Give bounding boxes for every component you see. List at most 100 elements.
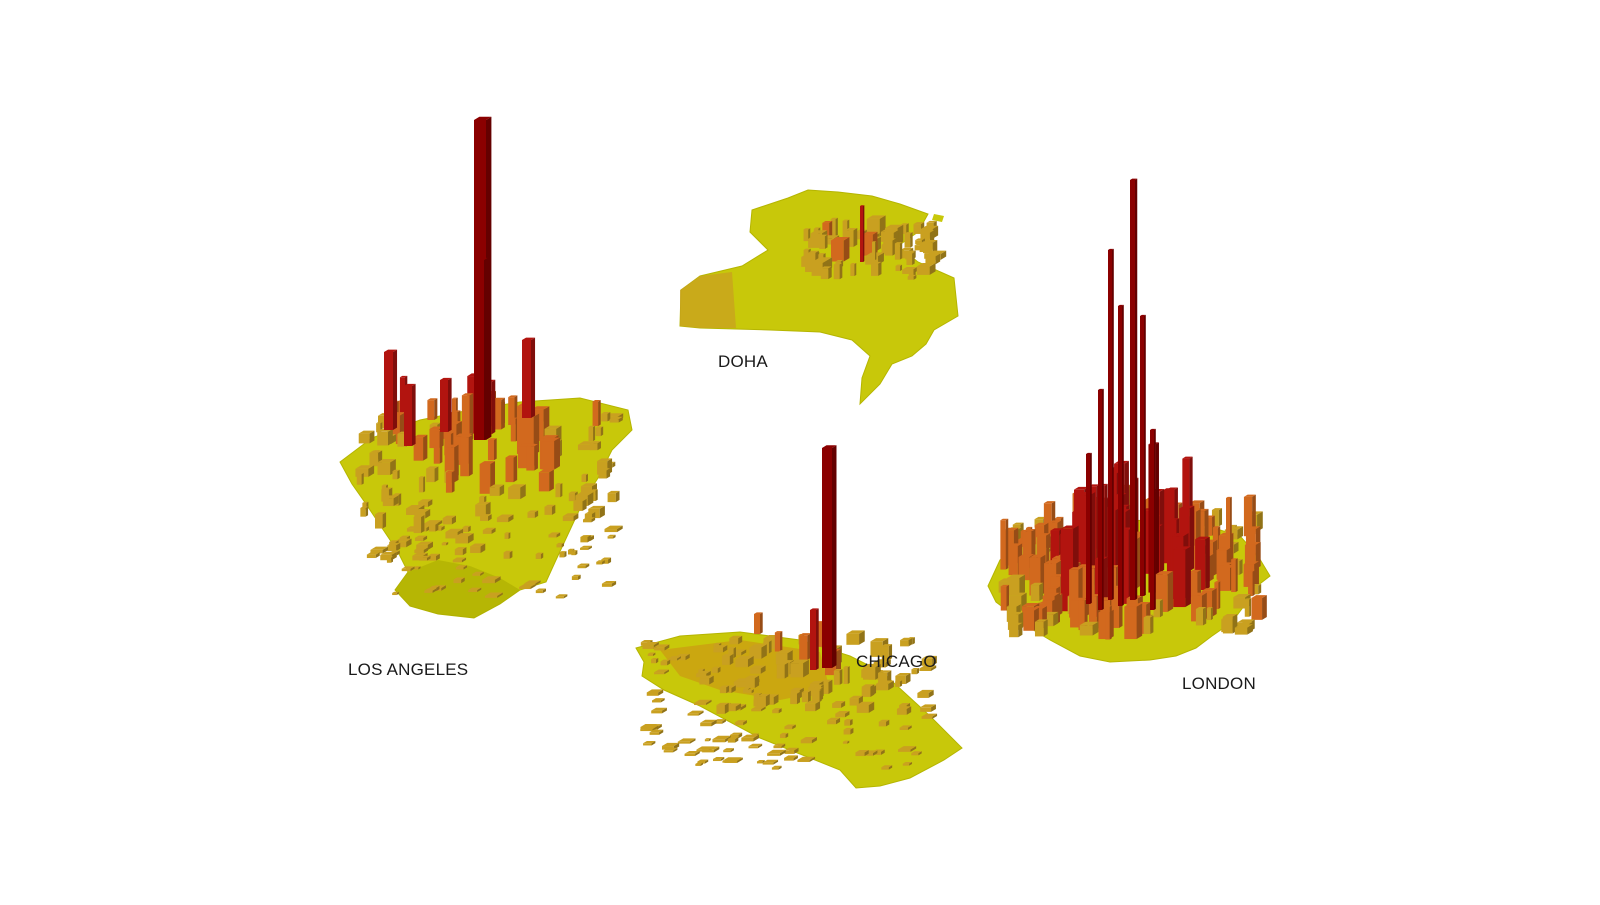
chicago-bar — [712, 756, 725, 762]
la-bar — [604, 525, 623, 533]
la-bar — [522, 337, 536, 418]
chicago-bar — [810, 608, 819, 670]
chicago-bar — [899, 725, 912, 730]
la-bar — [427, 398, 438, 421]
la-bar — [571, 574, 581, 581]
chicago-bar — [827, 717, 841, 725]
la-bar — [453, 577, 465, 584]
chicago-bar — [762, 759, 779, 765]
la-bar — [555, 594, 568, 599]
london-bar — [1118, 304, 1124, 606]
chicago-bar — [676, 653, 690, 661]
chicago-bar — [767, 749, 786, 756]
london-bar — [1143, 615, 1154, 635]
chicago-bar — [844, 718, 853, 726]
chicago-bar — [722, 653, 734, 665]
london-bar — [1226, 496, 1232, 548]
la-bar — [366, 552, 380, 559]
la-bar — [394, 538, 412, 548]
la-bar — [607, 534, 616, 539]
chicago-bar — [654, 669, 669, 675]
chicago-bar — [704, 738, 711, 742]
map-base-doha-west — [680, 272, 736, 328]
map-los-angeles — [339, 116, 633, 619]
chicago-bar — [895, 680, 903, 687]
london-bar — [1251, 595, 1267, 620]
london-bar — [1195, 536, 1210, 590]
la-bar — [454, 547, 467, 556]
la-bar — [418, 499, 433, 507]
label-london: LONDON — [1182, 674, 1256, 693]
la-bar — [418, 476, 426, 493]
london-bar — [1201, 588, 1217, 617]
london-bar — [1244, 598, 1252, 617]
map-london — [987, 178, 1271, 663]
london-bar — [1000, 584, 1010, 611]
chicago-bar — [900, 637, 913, 647]
doha-bar — [920, 230, 935, 244]
la-bar — [548, 532, 561, 538]
la-bar — [433, 429, 443, 464]
london-bar — [1189, 569, 1202, 598]
map-base-los-angeles-shade — [395, 560, 520, 618]
london-bar — [1243, 494, 1256, 537]
chicago-bar — [735, 655, 754, 668]
la-bar — [387, 542, 401, 552]
la-bar — [360, 506, 369, 517]
chicago-bar — [687, 710, 704, 716]
chicago-bar — [652, 698, 665, 703]
la-bar — [583, 517, 596, 523]
london-bar — [1098, 388, 1104, 610]
chicago-bar — [911, 751, 922, 756]
chicago-bar — [835, 710, 850, 718]
la-bar — [479, 495, 487, 503]
chicago-bar — [773, 743, 786, 749]
london-bar — [1086, 452, 1092, 604]
chicago-bar — [649, 729, 664, 735]
la-bar — [535, 552, 544, 559]
chicago-bar — [784, 724, 796, 730]
chicago-bar — [730, 732, 743, 739]
la-bar — [413, 434, 428, 461]
chicago-bar — [842, 740, 850, 744]
la-bar — [470, 543, 486, 553]
chicago-bar — [921, 713, 938, 719]
chicago-bar — [754, 612, 763, 634]
la-bar — [588, 425, 596, 442]
la-bar — [559, 551, 567, 558]
chicago-bar — [751, 706, 766, 712]
la-bar — [414, 547, 428, 554]
map-doha — [679, 189, 959, 406]
la-bar — [598, 468, 611, 479]
la-bar — [535, 588, 546, 594]
chicago-bar — [833, 669, 843, 685]
la-bar — [595, 426, 604, 437]
map-base-doha-island — [932, 214, 944, 222]
la-bar — [596, 560, 605, 565]
london-bar — [1007, 574, 1025, 596]
la-bar — [562, 513, 579, 522]
london-bar — [1105, 605, 1112, 640]
la-bar — [505, 455, 518, 483]
london-bar — [1140, 314, 1146, 596]
doha-bar — [916, 263, 936, 275]
doha-bar — [922, 240, 938, 254]
chicago-bar — [779, 732, 789, 739]
chicago-bar — [723, 748, 734, 753]
chicago-bar — [881, 765, 893, 770]
la-bar — [427, 553, 440, 561]
la-bar — [489, 484, 505, 496]
la-bar — [413, 566, 421, 570]
london-bar — [1234, 624, 1253, 635]
doha-bar — [884, 238, 896, 256]
chicago-bar — [790, 659, 809, 678]
la-bar — [601, 412, 611, 422]
la-bar — [392, 469, 400, 480]
la-bar — [504, 532, 511, 539]
chicago-bar — [750, 665, 766, 674]
chicago-bar — [771, 765, 782, 770]
chicago-bar — [729, 635, 743, 645]
la-bar — [510, 417, 518, 442]
la-bar — [609, 416, 623, 423]
chicago-bar — [919, 665, 937, 671]
